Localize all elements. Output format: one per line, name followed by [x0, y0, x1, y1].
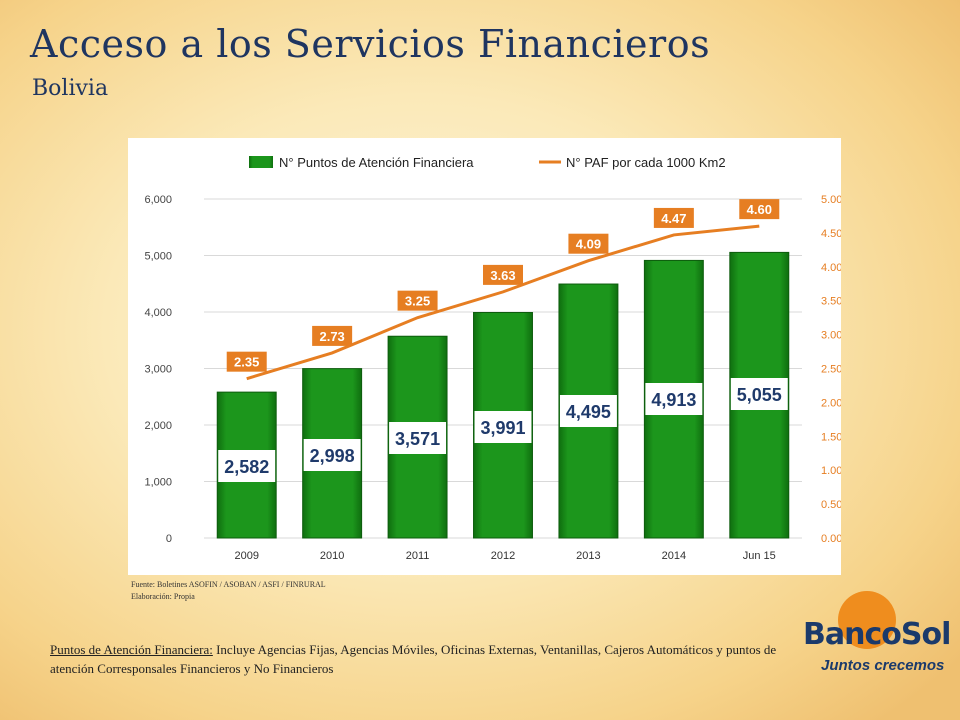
chart: 0 1,000 2,000 3,000 4,000 5,000 6,000 0.00 0.50 1…	[144, 155, 841, 562]
definition-note-text: Incluye Agencias Fijas, Agencias Móviles…	[50, 642, 777, 676]
x-tick-label: 2013	[576, 550, 600, 562]
y-right-tick-label: 0.50	[821, 499, 841, 511]
line-value-label: 3.63	[490, 268, 515, 283]
y-left-tick-label: 2,000	[144, 420, 172, 432]
y-left-tick-label: 0	[166, 533, 172, 545]
source-note: Fuente: Boletines ASOFIN / ASOBAN / ASFI…	[131, 580, 326, 589]
line-value-label: 2.73	[319, 329, 344, 344]
x-tick-label: 2011	[406, 550, 430, 562]
bar-value-label: 4,495	[566, 402, 611, 422]
line-label-box	[226, 351, 267, 372]
logo-tagline: Juntos crecemos	[821, 657, 945, 674]
line-value-label: 3.25	[405, 294, 430, 309]
bar-value-label: 5,055	[737, 385, 782, 405]
line-label-box	[312, 325, 353, 346]
legend-bar-label: N° Puntos de Atención Financiera	[279, 155, 474, 170]
bar-value-label: 3,991	[480, 418, 525, 438]
bar-label-box	[559, 395, 617, 427]
bar-label-box	[218, 450, 276, 482]
line-label-box	[483, 264, 523, 285]
author-note: Elaboración: Propia	[131, 592, 195, 601]
x-tick-label: Jun 15	[743, 550, 776, 562]
x-tick-label: 2009	[234, 550, 258, 562]
x-tick-label: 2014	[662, 550, 686, 562]
chart-area: 0 1,000 2,000 3,000 4,000 5,000 6,000 0.00 0.50 1…	[128, 138, 841, 575]
line-label-box	[653, 207, 694, 228]
logo-sun-icon	[838, 591, 896, 649]
line-value-label: 2.35	[234, 355, 259, 370]
y-right-tick-label: 2.00	[821, 397, 841, 409]
x-tick-label: 2012	[491, 550, 515, 562]
bar-value-label: 2,582	[224, 457, 269, 477]
y-right-tick-label: 0.00	[821, 533, 841, 545]
y-left-tick-label: 5,000	[144, 251, 172, 263]
bar-value-label: 4,913	[651, 390, 696, 410]
y-right-tick-label: 4.00	[821, 262, 841, 274]
bar-label-box	[303, 439, 361, 471]
legend-line-label: N° PAF por cada 1000 Km2	[566, 155, 726, 170]
y-right-tick-label: 5.00	[821, 194, 841, 206]
y-left-tick-label: 4,000	[144, 307, 172, 319]
bar-value-label: 3,571	[395, 429, 440, 449]
line-value-label: 4.09	[576, 237, 601, 252]
y-right-tick-label: 2.50	[821, 364, 841, 376]
line-value-label: 4.47	[661, 211, 686, 226]
definition-note: Puntos de Atención Financiera: Incluye A…	[50, 640, 790, 678]
line-label-box	[568, 233, 609, 254]
legend-bar-swatch	[249, 156, 273, 168]
y-right-tick-label: 4.50	[821, 228, 841, 240]
y-right-tick-label: 3.50	[821, 296, 841, 308]
bar-label-box	[474, 411, 532, 443]
y-right-tick-label: 1.00	[821, 465, 841, 477]
page-subtitle: Bolivia	[32, 76, 109, 101]
bar-label-box	[389, 422, 447, 454]
line-value-label: 4.60	[747, 202, 772, 217]
bar-label-box	[730, 378, 788, 410]
bar-value-label: 2,998	[310, 446, 355, 466]
line-series	[246, 224, 760, 381]
bar-label-box	[645, 383, 703, 415]
page-title: Acceso a los Servicios Financieros	[30, 22, 711, 66]
y-right-tick-label: 3.00	[821, 330, 841, 342]
y-right-tick-label: 1.50	[821, 431, 841, 443]
y-left-tick-label: 1,000	[144, 477, 172, 489]
x-tick-label: 2010	[320, 550, 344, 562]
logo-name: BancoSol	[803, 617, 951, 652]
bancosol-logo: BancoSol Juntos crecemos	[795, 585, 951, 695]
definition-note-lead: Puntos de Atención Financiera:	[50, 642, 213, 657]
y-left-tick-label: 6,000	[144, 194, 172, 206]
line-label-box	[739, 199, 780, 220]
line-label-box	[397, 290, 438, 311]
y-left-tick-label: 3,000	[144, 364, 172, 376]
